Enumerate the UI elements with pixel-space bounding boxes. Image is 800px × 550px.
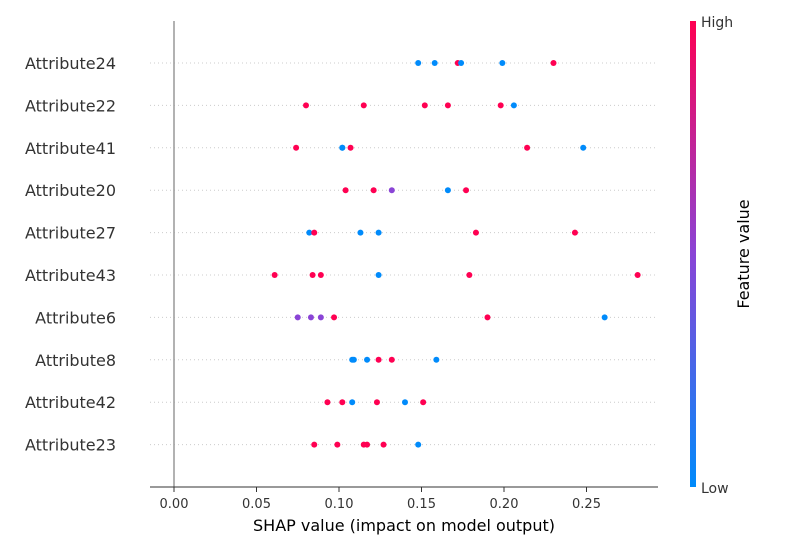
shap-point <box>307 314 314 321</box>
data-points <box>271 60 641 448</box>
feature-label: Attribute22 <box>25 96 116 115</box>
shap-point <box>601 314 608 321</box>
shap-point <box>311 229 318 236</box>
shap-point <box>324 399 331 406</box>
shap-point <box>388 187 395 194</box>
shap-point <box>303 102 309 109</box>
shap-point <box>420 399 427 406</box>
shap-point <box>364 356 371 363</box>
feature-label: Attribute27 <box>25 224 116 243</box>
shap-point <box>458 60 465 66</box>
shap-point <box>580 144 587 151</box>
shap-point <box>444 187 451 194</box>
x-axis-ticks: 0.00 0.05 0.10 0.15 0.20 0.25 <box>160 487 601 512</box>
x-tick-label: 0.00 <box>160 497 189 512</box>
colorbar <box>690 21 696 487</box>
shap-point <box>317 314 324 321</box>
shap-point <box>370 187 377 194</box>
feature-label: Attribute24 <box>25 54 116 73</box>
shap-point <box>402 399 408 406</box>
shap-point <box>571 229 578 236</box>
shap-point <box>484 314 491 321</box>
feature-rows: Attribute24 Attribute22 Attribute41 Attribu… <box>25 54 658 455</box>
shap-point <box>309 272 316 278</box>
feature-label: Attribute23 <box>25 436 116 455</box>
colorbar-title: Feature value <box>734 199 753 308</box>
shap-point <box>342 187 349 194</box>
shap-point <box>380 441 387 448</box>
shap-point <box>499 60 506 66</box>
shap-point <box>350 356 357 363</box>
shap-point <box>364 441 371 448</box>
shap-point <box>388 356 395 363</box>
x-tick-label: 0.20 <box>490 497 519 512</box>
x-tick-label: 0.15 <box>407 497 436 512</box>
shap-point <box>524 144 531 151</box>
x-tick-label: 0.25 <box>572 497 601 512</box>
feature-label: Attribute6 <box>35 308 116 327</box>
shap-point <box>294 314 301 321</box>
feature-label: Attribute8 <box>35 351 116 370</box>
x-tick-label: 0.05 <box>242 497 271 512</box>
shap-point <box>347 144 354 151</box>
shap-point <box>271 272 278 278</box>
shap-point <box>311 441 318 448</box>
shap-point <box>444 102 451 109</box>
shap-point <box>510 102 517 109</box>
feature-label: Attribute43 <box>25 266 116 285</box>
shap-point <box>293 144 300 151</box>
shap-point <box>497 102 504 109</box>
colorbar-high-label: High <box>701 15 733 31</box>
feature-label: Attribute41 <box>25 139 116 158</box>
shap-point <box>357 229 364 236</box>
shap-point <box>433 356 440 363</box>
shap-point <box>375 229 382 236</box>
x-tick-label: 0.10 <box>325 497 354 512</box>
shap-point <box>331 314 338 321</box>
shap-point <box>339 144 346 151</box>
shap-point <box>349 399 356 406</box>
shap-point <box>421 102 428 109</box>
shap-point <box>360 102 367 109</box>
shap-point <box>415 441 422 448</box>
shap-point <box>339 399 346 406</box>
shap-point <box>334 441 341 448</box>
shap-point <box>550 60 557 66</box>
shap-point <box>375 272 382 278</box>
shap-point <box>634 272 641 278</box>
shap-point <box>431 60 438 66</box>
shap-point <box>463 187 470 194</box>
feature-label: Attribute20 <box>25 181 116 200</box>
shap-point <box>373 399 380 406</box>
colorbar-low-label: Low <box>701 481 729 497</box>
feature-label: Attribute42 <box>25 393 116 412</box>
shap-point <box>415 60 422 66</box>
x-axis-title: SHAP value (impact on model output) <box>253 516 555 535</box>
shap-point <box>317 272 324 278</box>
shap-point <box>472 229 479 236</box>
shap-point <box>375 356 382 363</box>
shap-point <box>466 272 473 278</box>
shap-point <box>306 229 313 236</box>
